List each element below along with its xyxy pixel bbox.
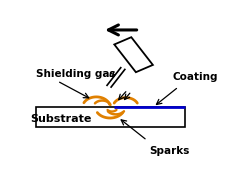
Text: u: u bbox=[108, 70, 113, 79]
Text: Sparks: Sparks bbox=[149, 146, 189, 156]
Polygon shape bbox=[114, 37, 152, 72]
Text: Substrate: Substrate bbox=[30, 114, 91, 124]
Text: Shielding gas: Shielding gas bbox=[35, 69, 115, 79]
Bar bbox=[35, 107, 184, 127]
Text: Coating: Coating bbox=[172, 71, 217, 81]
